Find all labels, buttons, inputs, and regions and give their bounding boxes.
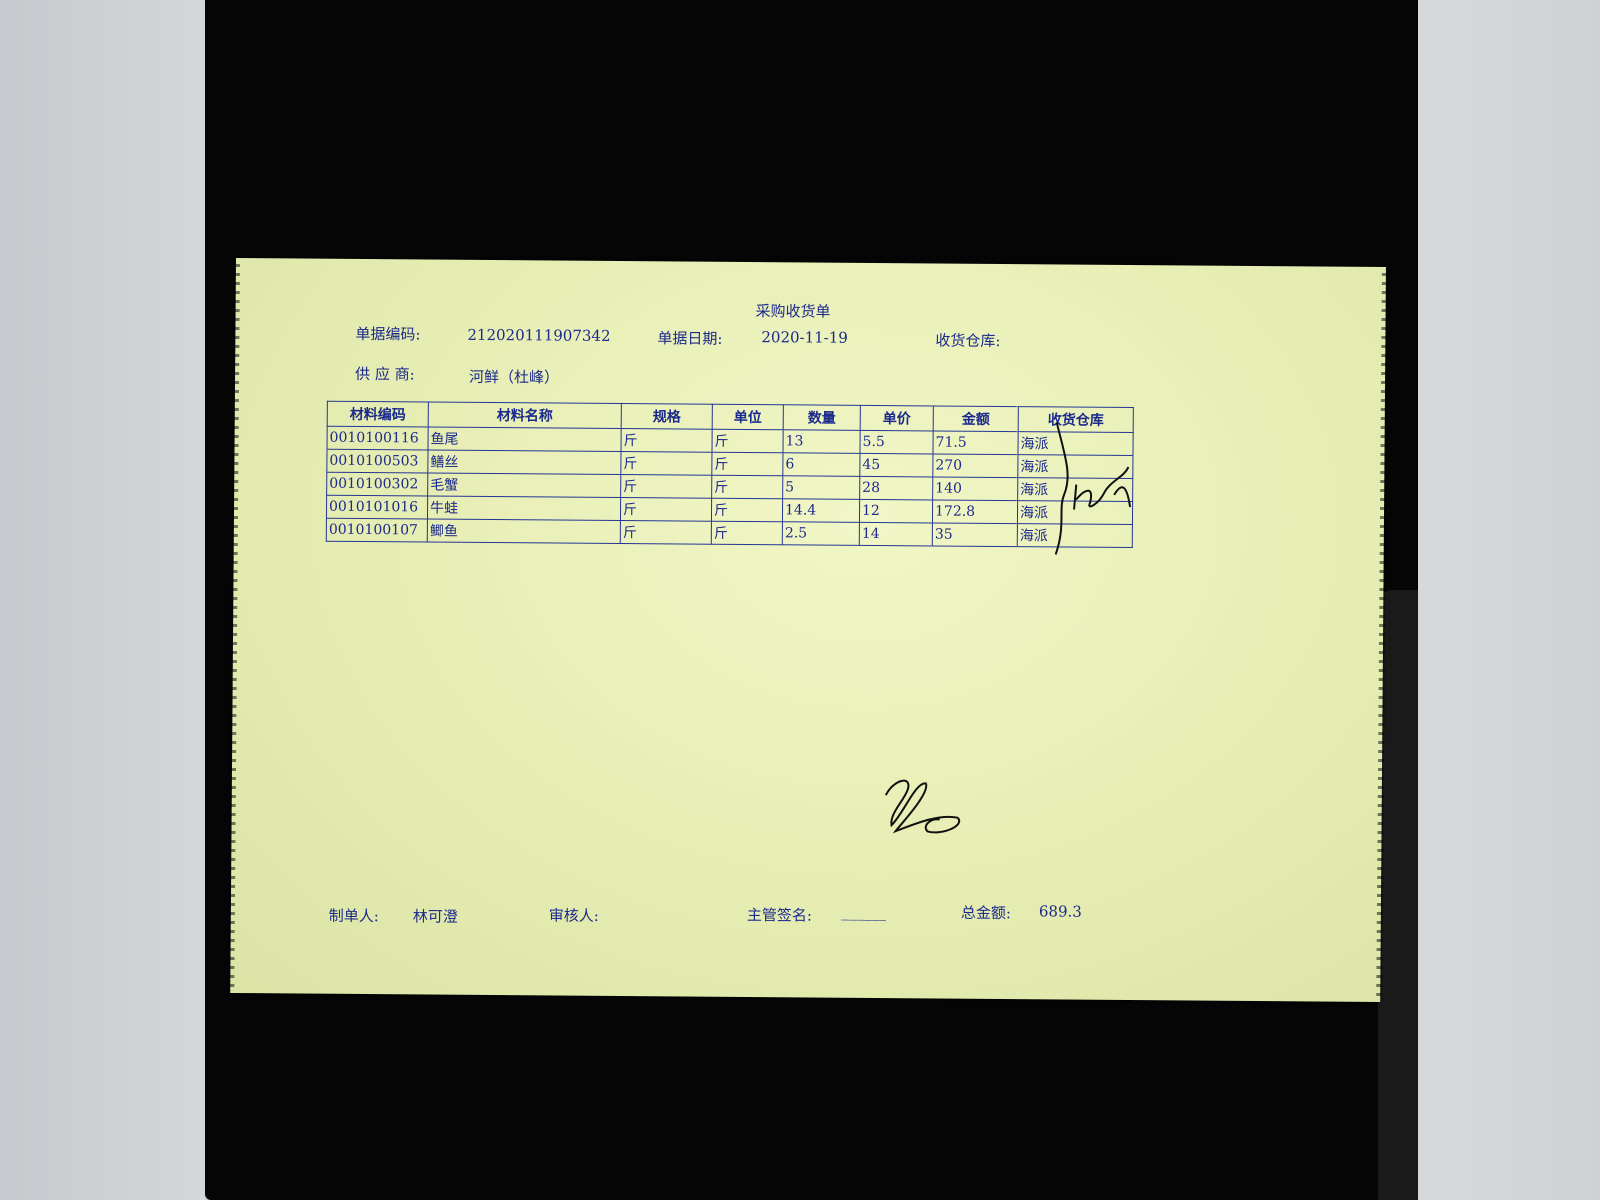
- col-qty: 数量: [783, 404, 861, 431]
- cell-price: 28: [859, 476, 933, 500]
- maker: 林可澄: [412, 907, 458, 926]
- date: 2020-11-19: [761, 328, 848, 347]
- cell-spec: 斤: [620, 520, 712, 545]
- handwritten-signature: [884, 779, 961, 834]
- cell-qty: 14.4: [782, 498, 860, 523]
- document-title: 采购收货单: [755, 302, 831, 321]
- cell-amount: 270: [932, 453, 1018, 478]
- receipt-paper: 采购收货单 单据编码: 212020111907342 单据日期: 2020-1…: [230, 258, 1386, 1003]
- supervisor-label: 主管签名:: [746, 906, 812, 925]
- items-table: 材料编码 材料名称 规格 单位 数量 单价 金额 收货仓库 0010100116…: [326, 401, 1134, 548]
- cell-name: 鲫鱼: [427, 519, 621, 544]
- cell-spec: 斤: [620, 451, 712, 476]
- total-amount: 689.3: [1038, 902, 1082, 921]
- cell-code: 0010100107: [326, 518, 428, 543]
- supplier: 河鲜（杜峰）: [469, 367, 560, 387]
- cell-code: 0010101016: [326, 495, 428, 520]
- maker-label: 制单人:: [328, 906, 379, 926]
- cell-name: 鳝丝: [427, 450, 621, 475]
- date-label: 单据日期:: [657, 329, 723, 348]
- cell-code: 0010100116: [327, 426, 429, 451]
- col-amount: 金额: [933, 405, 1019, 432]
- cell-spec: 斤: [620, 497, 712, 522]
- doc-no-label: 单据编码:: [355, 324, 421, 344]
- cell-qty: 5: [782, 475, 860, 500]
- col-price: 单价: [860, 405, 934, 431]
- warehouse-label: 收货仓库:: [935, 331, 1001, 351]
- cell-unit: 斤: [711, 429, 784, 453]
- col-unit: 单位: [712, 404, 784, 430]
- cell-name: 毛蟹: [427, 473, 621, 498]
- cell-price: 12: [859, 499, 933, 523]
- cell-unit: 斤: [711, 475, 783, 499]
- handwritten-bracket-signature: [1054, 422, 1132, 555]
- cell-code: 0010100302: [326, 472, 428, 497]
- cell-name: 牛蛙: [427, 496, 621, 521]
- cell-amount: 140: [932, 476, 1018, 501]
- total-label: 总金额:: [960, 903, 1012, 923]
- col-code: 材料编码: [327, 401, 429, 428]
- cell-spec: 斤: [620, 428, 713, 453]
- cell-price: 5.5: [859, 430, 934, 454]
- tray-edge: [1378, 590, 1418, 1200]
- cell-amount: 71.5: [932, 430, 1019, 455]
- col-spec: 规格: [621, 403, 713, 430]
- cell-code: 0010100503: [326, 449, 428, 474]
- cell-unit: 斤: [711, 521, 783, 545]
- supervisor-blank: ______: [840, 902, 886, 922]
- cell-unit: 斤: [711, 498, 783, 522]
- col-name: 材料名称: [428, 402, 622, 429]
- cell-amount: 35: [932, 522, 1018, 547]
- cell-spec: 斤: [620, 474, 712, 499]
- cell-unit: 斤: [711, 452, 783, 476]
- cell-qty: 6: [782, 452, 860, 477]
- cell-name: 鱼尾: [427, 427, 622, 452]
- cell-price: 14: [859, 522, 933, 546]
- cell-qty: 13: [782, 429, 861, 454]
- table-row: 0010100107 鲫鱼斤斤 2.5 14 35 海派: [326, 518, 1133, 548]
- cell-price: 45: [859, 453, 933, 477]
- reviewer-label: 审核人:: [548, 906, 599, 925]
- desk-surface-right: [1390, 0, 1600, 1200]
- cell-qty: 2.5: [782, 521, 860, 546]
- desk-surface-left: [0, 0, 205, 1200]
- supplier-label: 供 应 商:: [355, 364, 415, 384]
- cell-amount: 172.8: [932, 499, 1018, 524]
- doc-no: 212020111907342: [467, 325, 611, 345]
